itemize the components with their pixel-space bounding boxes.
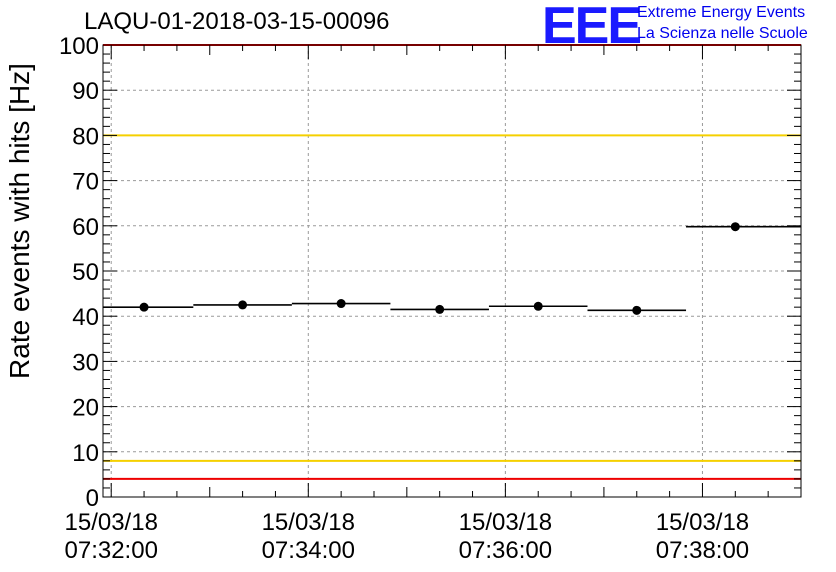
data-point <box>533 301 543 311</box>
data-point <box>435 304 445 314</box>
y-tick-label: 30 <box>72 349 99 376</box>
x-tick-label-date: 15/03/18 <box>656 509 749 536</box>
x-tick-label-date: 15/03/18 <box>459 509 552 536</box>
data-points <box>103 222 801 315</box>
reference-lines <box>103 44 801 480</box>
y-tick-label: 90 <box>72 78 99 105</box>
y-axis-label: Rate events with hits [Hz] <box>4 63 35 379</box>
y-tick-label: 10 <box>72 440 99 467</box>
data-point <box>238 300 248 310</box>
y-tick-label: 50 <box>72 259 99 286</box>
x-tick-label-date: 15/03/18 <box>262 509 355 536</box>
tick-labels: 010203040506070809010015/03/1807:32:0015… <box>59 33 749 564</box>
y-tick-label: 80 <box>72 123 99 150</box>
eee-logo: EEE <box>542 0 642 55</box>
x-tick-label-time: 07:34:00 <box>262 537 355 564</box>
x-tick-label-time: 07:36:00 <box>459 537 552 564</box>
plot-frame <box>102 44 802 498</box>
y-tick-label: 0 <box>86 485 99 512</box>
data-point <box>139 302 149 312</box>
y-tick-label: 100 <box>59 33 99 60</box>
y-tick-label: 20 <box>72 395 99 422</box>
y-tick-label: 70 <box>72 169 99 196</box>
x-tick-label-date: 15/03/18 <box>65 509 158 536</box>
x-tick-label-time: 07:38:00 <box>656 537 749 564</box>
y-tick-label: 60 <box>72 214 99 241</box>
y-tick-label: 40 <box>72 304 99 331</box>
chart-title: LAQU-01-2018-03-15-00096 <box>84 8 390 35</box>
data-point <box>632 305 642 315</box>
logo-line-2: La Scienza nelle Scuole <box>637 25 808 42</box>
grid-lines <box>103 45 801 497</box>
x-tick-label-time: 07:32:00 <box>65 537 158 564</box>
logo-line-1: Extreme Energy Events <box>637 4 806 21</box>
axes <box>102 44 802 498</box>
data-point <box>336 299 346 309</box>
data-point <box>730 222 740 232</box>
